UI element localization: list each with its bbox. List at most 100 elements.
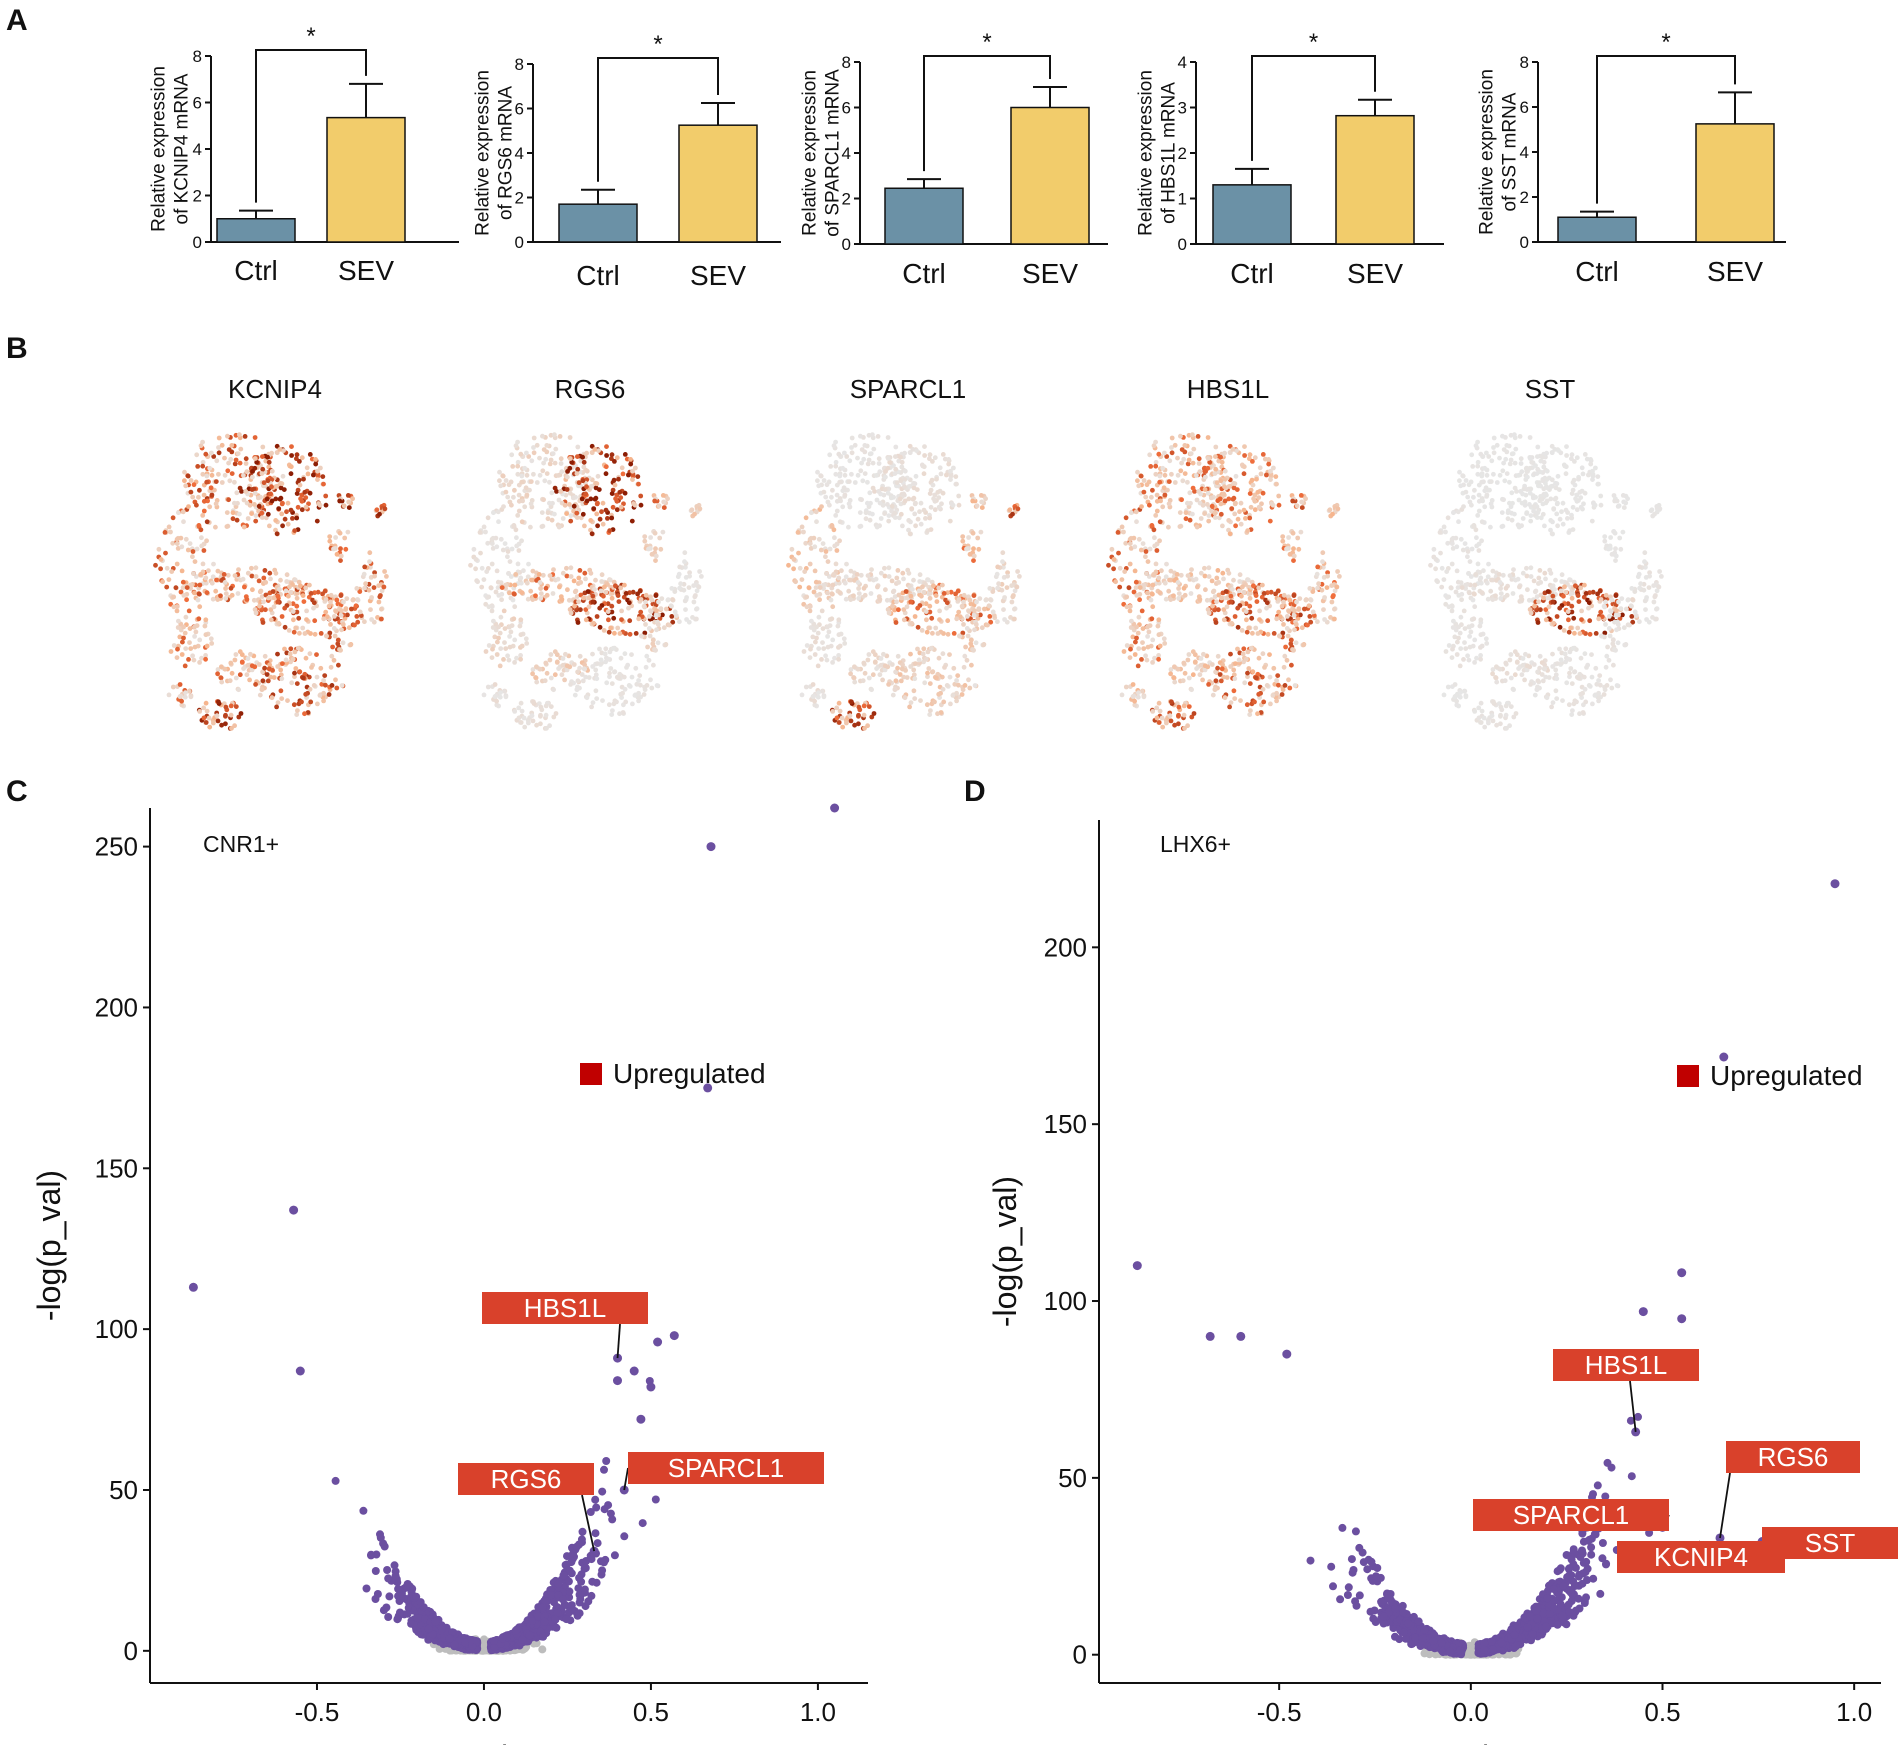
tsne-cell bbox=[882, 573, 888, 579]
tsne-cell bbox=[489, 536, 495, 542]
tsne-cell bbox=[297, 669, 303, 675]
significance-bracket bbox=[1251, 55, 1376, 161]
tsne-cell bbox=[169, 569, 175, 574]
tsne-cell bbox=[1279, 692, 1285, 697]
tsne-cell bbox=[320, 474, 326, 479]
tsne-cell bbox=[284, 572, 290, 578]
tsne-cell bbox=[1161, 636, 1167, 642]
tsne-cell bbox=[297, 459, 302, 464]
tsne-cell bbox=[886, 518, 892, 524]
y-axis-label-line2: of SST mRNA bbox=[1499, 92, 1520, 211]
tsne-cell bbox=[1214, 575, 1220, 581]
tsne-cell bbox=[203, 656, 209, 662]
tsne-cell bbox=[849, 435, 855, 441]
tsne-cell bbox=[1196, 489, 1202, 494]
tsne-cell bbox=[1298, 493, 1304, 498]
tsne-plot-sst: SST bbox=[1428, 374, 1664, 731]
tsne-cell bbox=[1517, 584, 1522, 590]
tsne-cell bbox=[1005, 573, 1010, 579]
tsne-cell bbox=[292, 670, 297, 676]
tsne-cell bbox=[219, 664, 224, 670]
tsne-cell bbox=[549, 490, 555, 496]
tsne-cell bbox=[870, 485, 876, 491]
tsne-cell bbox=[658, 606, 664, 611]
tsne-cell bbox=[971, 558, 976, 563]
tsne-cell bbox=[1542, 570, 1548, 576]
tsne-cell bbox=[1315, 564, 1321, 570]
tsne-cell bbox=[1177, 524, 1183, 529]
tsne-cell bbox=[1316, 581, 1321, 587]
tsne-cell bbox=[810, 694, 816, 699]
tsne-cell bbox=[508, 629, 514, 635]
tsne-cell bbox=[898, 678, 904, 684]
tsne-cell bbox=[892, 594, 898, 599]
tsne-cell bbox=[1130, 682, 1136, 687]
tsne-cell bbox=[906, 518, 912, 523]
bar-sev bbox=[1695, 123, 1775, 243]
tsne-cell bbox=[1140, 541, 1146, 546]
tsne-cell bbox=[831, 443, 837, 449]
tsne-cell bbox=[269, 468, 275, 474]
tsne-cell bbox=[1152, 543, 1158, 549]
tsne-cell bbox=[646, 626, 652, 631]
tsne-cell bbox=[495, 509, 501, 515]
tsne-cell bbox=[171, 594, 177, 600]
tsne-cell bbox=[338, 593, 344, 598]
tsne-cell bbox=[552, 460, 558, 466]
tsne-cell bbox=[594, 511, 600, 517]
tsne-cell bbox=[583, 674, 589, 680]
category-label: Ctrl bbox=[902, 258, 946, 289]
tsne-cell bbox=[302, 711, 307, 717]
tsne-cell bbox=[926, 625, 932, 631]
tsne-cell bbox=[198, 572, 204, 577]
tsne-cell bbox=[669, 614, 675, 619]
tsne-cell bbox=[1224, 604, 1230, 610]
tsne-cell bbox=[1220, 570, 1226, 576]
tsne-cell bbox=[324, 633, 329, 639]
tsne-cell bbox=[536, 572, 542, 577]
tsne-cell bbox=[296, 615, 302, 621]
tsne-cell bbox=[1507, 573, 1513, 578]
tsne-cell bbox=[820, 640, 825, 645]
panel-label-b: B bbox=[6, 332, 28, 365]
tsne-cell bbox=[534, 578, 539, 583]
tsne-cell bbox=[807, 541, 813, 546]
tsne-cell bbox=[241, 524, 247, 530]
tsne-cell bbox=[243, 489, 249, 494]
tsne-cell bbox=[990, 589, 996, 594]
tsne-cell bbox=[312, 618, 318, 624]
tsne-cell bbox=[496, 519, 501, 525]
tsne-cell bbox=[575, 466, 581, 472]
tsne-cell bbox=[593, 688, 599, 694]
tsne-cell bbox=[1500, 572, 1506, 578]
tsne-cell bbox=[1135, 630, 1141, 636]
tsne-cell bbox=[1280, 534, 1286, 539]
tsne-cell bbox=[1501, 447, 1507, 452]
tsne-cell bbox=[1510, 451, 1516, 456]
tsne-cell bbox=[266, 459, 272, 465]
tsne-cell bbox=[225, 572, 231, 578]
tsne-cell bbox=[1484, 580, 1490, 586]
tsne-cell bbox=[893, 454, 898, 459]
tsne-cell bbox=[223, 721, 228, 727]
tsne-cell bbox=[558, 489, 564, 494]
tsne-cell bbox=[1253, 675, 1259, 681]
tsne-cell bbox=[595, 661, 600, 666]
tsne-cell bbox=[298, 583, 303, 589]
tsne-cell bbox=[968, 637, 974, 643]
tsne-cell bbox=[1150, 709, 1156, 714]
tsne-cell bbox=[1239, 593, 1244, 599]
tsne-cell bbox=[478, 550, 483, 556]
tsne-cell bbox=[923, 601, 929, 607]
tsne-cell bbox=[1198, 656, 1204, 661]
tsne-cell bbox=[180, 639, 185, 645]
tsne-cell bbox=[1256, 504, 1262, 510]
tsne-cell bbox=[518, 632, 524, 638]
tsne-cell bbox=[972, 683, 978, 688]
tsne-cell bbox=[1512, 511, 1517, 517]
tsne-cell bbox=[250, 587, 255, 593]
tsne-cell bbox=[279, 501, 285, 507]
